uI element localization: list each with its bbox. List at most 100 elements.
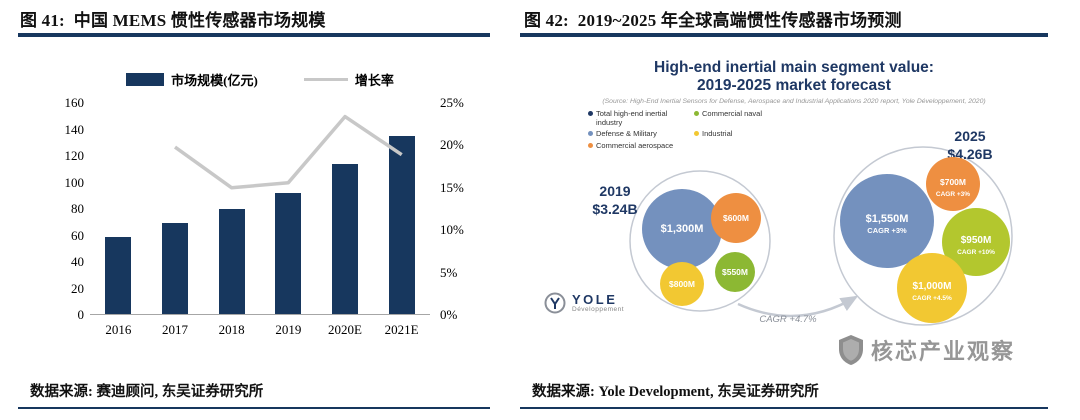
bubble-2019-industrial	[660, 262, 704, 306]
bubble-chart-text: $600M	[723, 213, 749, 223]
growth-rate-line	[173, 114, 403, 190]
y2-axis-tick: 25%	[440, 95, 464, 110]
bubble-chart-text: CAGR +4.5%	[912, 295, 952, 302]
f41-left-ticks: 0 20 40 60 80 100 120 140 160	[32, 95, 85, 322]
bubble-2019-defense-military	[642, 189, 722, 269]
legend-label: Industrial	[702, 129, 733, 139]
yole-chart-title-line1: High-end inertial main segment value:	[654, 59, 934, 76]
yole-logo: YOLE Développement	[544, 292, 624, 314]
legend-bar-label: 市场规模(亿元)	[171, 73, 258, 88]
legend-item: Defense & Military	[588, 130, 688, 139]
legend-label: Commercial aerospace	[596, 140, 674, 150]
bubble-2025-industrial	[897, 253, 967, 323]
y-axis-tick: 120	[64, 148, 85, 163]
x-axis-label: 2017	[161, 322, 188, 337]
y-axis-tick: 60	[71, 227, 84, 243]
y-axis-tick: 100	[64, 174, 85, 190]
cagr-total-label: CAGR +4.7%	[759, 314, 817, 325]
bubble-chart-text: 2019	[599, 183, 630, 199]
y2-axis-tick: 20%	[440, 137, 464, 153]
cluster-outline-2019	[629, 170, 771, 312]
legend-line-label: 增长率	[354, 73, 394, 88]
legend-dot-icon	[588, 131, 593, 137]
legend-dot-icon	[694, 131, 699, 137]
figure42-title-rule	[520, 33, 1048, 37]
figure41-source: 数据来源: 赛迪顾问, 东吴证券研究所	[30, 384, 264, 400]
legend-dot-icon	[694, 111, 699, 116]
y-axis-tick: 140	[64, 121, 85, 137]
watermark-text: 核芯产业观察	[871, 339, 1016, 364]
bubble-2025-commercial-aerospace	[926, 157, 980, 211]
bubble-chart-text: $800M	[669, 279, 695, 289]
legend-dot-icon	[588, 111, 593, 116]
bubble-chart-text: CAGR +10%	[957, 249, 995, 256]
bar-2016	[105, 237, 132, 314]
y-axis-tick: 40	[71, 254, 84, 269]
yole-logo-name: YOLE	[572, 292, 618, 307]
watermark: 核芯产业观察	[838, 334, 1015, 366]
bubble-chart-text: CAGR +3%	[867, 226, 907, 235]
x-axis-label: 2020E	[328, 322, 362, 337]
bubble-chart-text: CAGR +3%	[936, 191, 970, 198]
legend-item: Commercial naval	[694, 109, 802, 127]
bar-2019	[275, 193, 302, 314]
legend-item: Industrial	[694, 130, 802, 139]
legend-label: Total high-end inertial industry	[596, 109, 668, 127]
f41-right-ticks: 0% 5% 10% 15% 20% 25%	[440, 95, 486, 322]
legend-item-line: 增长率	[303, 70, 394, 89]
bubble-chart-text: $3.24B	[592, 201, 637, 217]
f41-x-labels: 2016 2017 2018 2019 2020E 2021E	[90, 322, 430, 342]
figure41-bottom-rule	[18, 407, 490, 409]
bubble-2019-commercial-aerospace	[711, 193, 761, 243]
figure42-chart: High-end inertial main segment value: 20…	[530, 46, 1058, 338]
x-axis-label: 2019	[275, 322, 302, 337]
bubble-chart-text: $550M	[722, 267, 748, 277]
x-axis-label: 2016	[105, 322, 132, 337]
figure42-bottom-rule	[520, 407, 1048, 409]
figure41-title: 图 41: 中国 MEMS 惯性传感器市场规模	[20, 11, 326, 30]
y2-axis-tick: 10%	[440, 222, 464, 238]
yole-chart-subtitle: (Source: High-End Inertial Sensors for D…	[602, 98, 985, 105]
f42-bubble-svg: High-end inertial main segment value: 20…	[592, 59, 1013, 326]
figure42-title: 图 42: 2019~2025 年全球高端惯性传感器市场预测	[524, 11, 902, 30]
figure42-source: 数据来源: Yole Development, 东吴证券研究所	[532, 384, 819, 400]
legend-item-bar: 市场规模(亿元)	[126, 70, 258, 89]
yole-logo-icon	[544, 292, 566, 314]
shield-icon	[839, 335, 863, 365]
legend-item: Total high-end inertial industry	[588, 109, 688, 127]
figure42-panel: 图 42: 2019~2025 年全球高端惯性传感器市场预测 High-end …	[520, 0, 1080, 420]
bubble-2019-commercial-naval	[715, 252, 755, 292]
yole-chart-title-line2: 2019-2025 market forecast	[697, 77, 891, 94]
yole-logo-text: YOLE Développement	[572, 293, 624, 313]
legend-item: Commercial aerospace	[588, 140, 688, 151]
figure41-legend: 市场规模(亿元) 增长率	[30, 70, 490, 89]
line-swatch	[303, 77, 348, 82]
figure41-panel: 图 41: 中国 MEMS 惯性传感器市场规模 市场规模(亿元) 增长率 0 20…	[18, 11, 490, 409]
x-axis-label: 2018	[218, 322, 245, 337]
legend-dot-icon	[588, 142, 593, 148]
f42-legend: Total high-end inertial industry Commerci…	[588, 109, 802, 151]
y2-axis-tick: 0%	[440, 307, 458, 322]
bubble-chart-text: $1,000M	[913, 281, 952, 292]
yole-logo-sub: Développement	[572, 306, 625, 313]
bar-2020E	[332, 164, 358, 314]
y-axis-tick: 20	[71, 280, 84, 296]
x-axis-label: 2021E	[384, 322, 419, 337]
f41-line-svg	[173, 114, 403, 190]
bubble-2025-commercial-naval	[942, 208, 1010, 276]
cagr-arrow	[737, 295, 859, 318]
bubble-2025-defense-military	[840, 174, 934, 268]
bubble-chart-text: 2025	[954, 128, 985, 144]
figure41-title-rule	[18, 33, 490, 37]
bubble-chart-text: $700M	[940, 177, 966, 187]
y2-axis-tick: 5%	[440, 264, 458, 280]
bubble-chart-text: $1,300M	[661, 223, 704, 235]
y-axis-tick: 80	[71, 201, 84, 216]
y2-axis-tick: 15%	[440, 179, 464, 195]
bar-2021E	[388, 136, 415, 314]
y-axis-tick: 0	[77, 307, 85, 322]
f41-plot	[90, 103, 430, 315]
bar-swatch	[126, 73, 165, 86]
bubble-chart-text: $950M	[961, 235, 992, 246]
